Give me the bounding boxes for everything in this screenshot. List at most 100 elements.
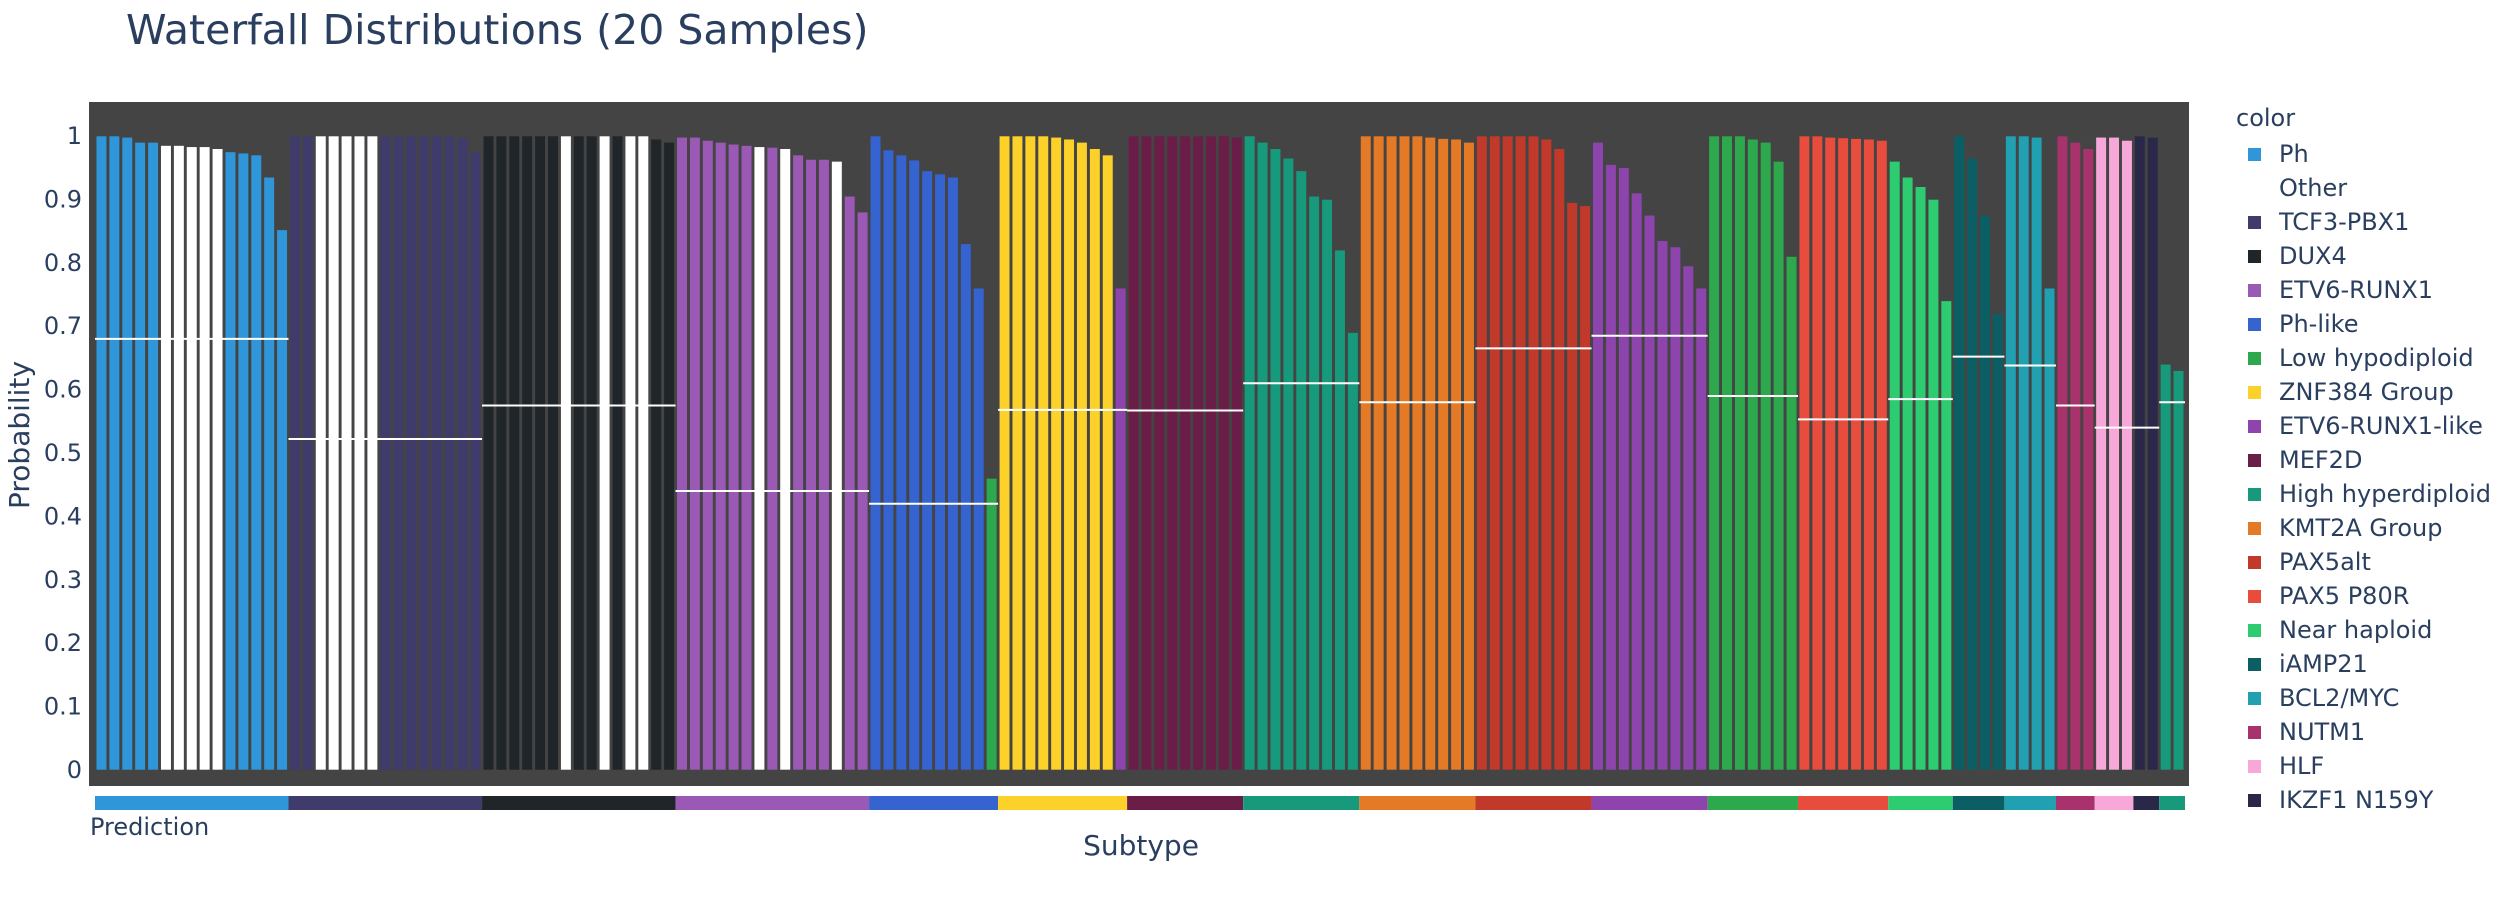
bar (2031, 136, 2043, 771)
legend-item[interactable]: TCF3-PBX1 (2248, 206, 2409, 238)
bar (1102, 154, 1114, 771)
bar (444, 135, 456, 771)
legend-item[interactable]: BCL2/MYC (2248, 682, 2399, 714)
bar (1244, 135, 1256, 771)
legend-item[interactable]: HLF (2248, 750, 2324, 782)
bar (1231, 136, 1243, 771)
prediction-strip-segment (288, 796, 483, 810)
bar (186, 146, 198, 771)
bar (1295, 170, 1307, 771)
bar (689, 136, 701, 771)
bar (1992, 313, 2004, 771)
bar (1553, 148, 1565, 771)
bar (1334, 249, 1346, 771)
bar (353, 135, 366, 771)
bar (1205, 135, 1217, 771)
legend-item[interactable]: High hyperdiploid (2248, 478, 2491, 510)
y-axis-ticks: 0 0.1 0.2 0.3 0.4 0.5 0.6 0.7 0.8 0.9 1 (44, 122, 82, 784)
legend-item[interactable]: Near haploid (2248, 614, 2432, 646)
bar (2108, 136, 2120, 771)
prediction-strip-segment (1591, 796, 1708, 810)
bar (947, 176, 959, 771)
bar (1398, 135, 1411, 771)
bar (818, 159, 830, 771)
bar (392, 135, 404, 771)
bar (1979, 214, 1991, 771)
bar (405, 135, 417, 771)
bar (1463, 142, 1475, 771)
legend-swatch (2248, 589, 2261, 603)
bar (1824, 136, 1836, 771)
legend-item[interactable]: MEF2D (2248, 444, 2362, 476)
bar (379, 135, 391, 771)
bar (882, 149, 895, 771)
legend-item[interactable]: Low hypodiploid (2248, 342, 2474, 374)
legend-item[interactable]: DUX4 (2248, 240, 2347, 272)
bar (1153, 135, 1165, 771)
bar (650, 138, 662, 771)
bar (1721, 135, 1733, 771)
legend-item[interactable]: ZNF384 Group (2248, 376, 2454, 408)
legend-item[interactable]: KMT2A Group (2248, 512, 2443, 544)
bar (715, 142, 727, 771)
bar (1179, 135, 1191, 771)
prediction-strip-segment (95, 796, 289, 810)
legend-swatch (2248, 725, 2261, 739)
prediction-strip-segment (1243, 796, 1360, 810)
bar (766, 147, 778, 771)
bar (663, 142, 675, 771)
y-tick-label: 0.7 (44, 312, 82, 340)
y-tick-label: 0.8 (44, 249, 82, 277)
legend-label: BCL2/MYC (2279, 684, 2400, 712)
bar (121, 136, 133, 771)
bar (1437, 138, 1449, 771)
x-axis-label: Subtype (1083, 829, 1199, 862)
bar (1966, 157, 1978, 771)
y-tick-label: 0 (67, 756, 82, 784)
bar (1373, 135, 1385, 771)
legend-title: color (2236, 104, 2296, 132)
bar (1863, 138, 1875, 771)
bar (289, 135, 301, 771)
bar (573, 135, 585, 771)
legend-item[interactable]: IKZF1 N159Y (2248, 784, 2433, 816)
bar (1502, 135, 1514, 771)
legend-swatch (2248, 657, 2261, 671)
prediction-strip-segment (1952, 796, 2005, 810)
bar (869, 135, 882, 771)
prediction-strip-segment (675, 796, 870, 810)
y-tick-label: 0.2 (44, 629, 82, 657)
legend-item[interactable]: PAX5 P80R (2248, 580, 2409, 612)
legend-item[interactable]: iAMP21 (2248, 648, 2368, 680)
bar (315, 135, 327, 771)
legend-swatch (2248, 283, 2261, 297)
bar (1076, 142, 1088, 771)
bar (1024, 135, 1036, 771)
bar (1927, 199, 1940, 771)
legend-swatch (2248, 215, 2261, 229)
prediction-strip-segment (2055, 796, 2095, 810)
bar (1037, 135, 1049, 771)
legend-label: PAX5 P80R (2279, 582, 2410, 610)
legend-item[interactable]: Ph-like (2248, 308, 2359, 340)
legend-item[interactable]: Ph (2248, 138, 2309, 170)
y-tick-label: 0.1 (44, 693, 82, 721)
bar (624, 135, 636, 771)
legend-swatch (2248, 351, 2261, 365)
legend-item[interactable]: Other (2248, 172, 2347, 204)
prediction-strip-segment (1888, 796, 1953, 810)
legend-item[interactable]: NUTM1 (2248, 716, 2365, 748)
legend-swatch (2248, 487, 2261, 501)
bar (611, 135, 624, 771)
legend-label: NUTM1 (2279, 718, 2366, 746)
legend-item[interactable]: ETV6-RUNX1-like (2248, 410, 2483, 442)
bar (2043, 287, 2056, 771)
bar (2082, 148, 2094, 771)
bar (1515, 135, 1527, 771)
legend-item[interactable]: PAX5alt (2248, 546, 2371, 578)
legend-label: IKZF1 N159Y (2279, 786, 2434, 814)
bar (1902, 176, 1914, 771)
legend-item[interactable]: ETV6-RUNX1 (2248, 274, 2433, 306)
legend-label: Near haploid (2279, 616, 2433, 644)
